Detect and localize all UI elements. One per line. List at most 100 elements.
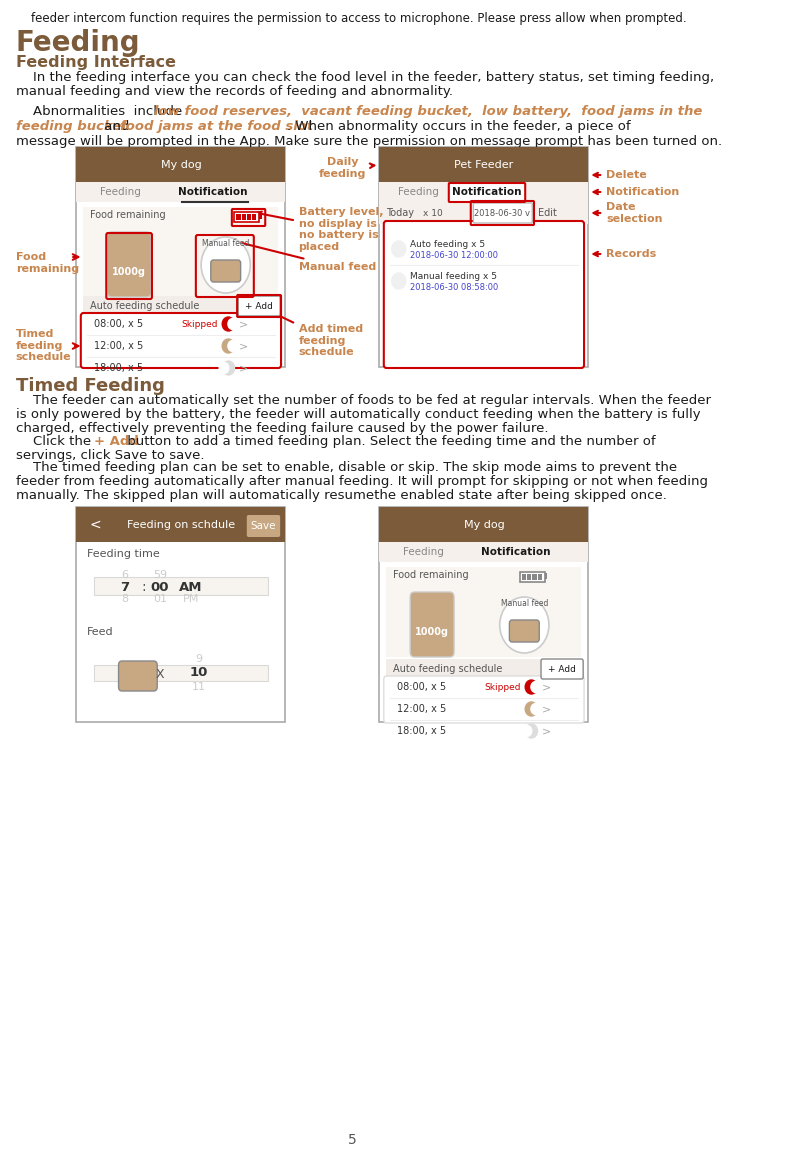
Circle shape [525, 703, 537, 717]
Circle shape [521, 726, 531, 736]
Bar [379, 541, 588, 562]
Text: 5: 5 [347, 1133, 356, 1147]
Text: Save: Save [250, 520, 276, 531]
Bar [259, 214, 261, 219]
Bar [386, 567, 581, 657]
Text: . When abnormality occurs in the feeder, a piece of: . When abnormality occurs in the feeder,… [287, 120, 630, 133]
Text: Auto feeding schedule: Auto feeding schedule [392, 664, 501, 675]
Text: Feeding: Feeding [403, 547, 444, 557]
FancyBboxPatch shape [107, 232, 151, 296]
Text: >: > [238, 363, 248, 373]
Circle shape [391, 273, 405, 289]
Circle shape [228, 341, 237, 351]
Circle shape [222, 338, 234, 352]
Circle shape [530, 704, 540, 714]
Text: Food remaining: Food remaining [90, 210, 165, 221]
Bar [76, 182, 285, 202]
Text: food jams at the food slot: food jams at the food slot [120, 120, 314, 133]
Bar [379, 147, 588, 366]
Text: 08:00, x 5: 08:00, x 5 [94, 319, 143, 329]
Text: Food remaining: Food remaining [392, 569, 468, 580]
Text: + Add: + Add [94, 435, 139, 448]
FancyBboxPatch shape [246, 515, 280, 537]
Text: 1000g: 1000g [112, 267, 146, 277]
Text: 10: 10 [189, 665, 208, 678]
Text: Abnormalities  include: Abnormalities include [16, 105, 190, 118]
FancyBboxPatch shape [383, 221, 583, 368]
Bar [83, 207, 278, 296]
Text: message will be prompted in the App. Make sure the permission on message prompt : message will be prompted in the App. Mak… [16, 135, 721, 148]
Text: Feeding Interface: Feeding Interface [16, 55, 176, 70]
Text: The feeder can automatically set the number of foods to be fed at regular interv: The feeder can automatically set the num… [16, 394, 710, 407]
Text: button to add a timed feeding plan. Select the feeding time and the number of: button to add a timed feeding plan. Sele… [123, 435, 654, 448]
Text: 9: 9 [195, 654, 202, 664]
Text: Feeding: Feeding [16, 29, 140, 57]
Bar [526, 574, 531, 580]
Text: 1000g: 1000g [415, 627, 448, 637]
Text: Pet Feeder: Pet Feeder [454, 160, 513, 170]
Text: Date
selection: Date selection [593, 202, 662, 224]
Text: Timed Feeding: Timed Feeding [16, 377, 164, 394]
Bar [94, 665, 268, 682]
Bar [537, 574, 541, 580]
Text: 8: 8 [121, 594, 128, 605]
Text: 2018-06-30 v: 2018-06-30 v [474, 209, 529, 217]
Text: Auto feeding x 5: Auto feeding x 5 [410, 239, 484, 249]
Text: Edit: Edit [537, 208, 556, 218]
Text: low food reserves,  vacant feeding bucket,  low battery,  food jams in the: low food reserves, vacant feeding bucket… [153, 105, 701, 118]
FancyBboxPatch shape [541, 659, 582, 679]
Text: 2018-06-30 08:58:00: 2018-06-30 08:58:00 [410, 282, 498, 292]
Bar [241, 214, 245, 221]
Text: PM: PM [182, 594, 199, 605]
Text: Auto feeding schedule: Auto feeding schedule [90, 301, 199, 310]
Text: Manual feed: Manual feed [230, 239, 375, 272]
Bar [519, 572, 544, 582]
Text: feeder from feeding automatically after manual feeding. It will prompt for skipp: feeder from feeding automatically after … [16, 475, 707, 488]
Text: Manual feed: Manual feed [500, 599, 547, 608]
Text: is only powered by the battery, the feeder will automatically conduct feeding wh: is only powered by the battery, the feed… [16, 408, 699, 421]
Text: 18:00, x 5: 18:00, x 5 [396, 726, 446, 736]
Text: X: X [156, 669, 164, 682]
Text: >: > [238, 319, 248, 329]
Text: manual feeding and view the records of feeding and abnormality.: manual feeding and view the records of f… [16, 85, 452, 98]
Text: Notification: Notification [480, 547, 549, 557]
Text: Today: Today [386, 208, 414, 218]
Text: >: > [541, 704, 550, 714]
Text: 08:00, x 5: 08:00, x 5 [396, 682, 446, 692]
Text: 18:00, x 5: 18:00, x 5 [94, 363, 143, 373]
Bar [252, 214, 256, 221]
Text: 01: 01 [152, 594, 167, 605]
FancyBboxPatch shape [473, 203, 532, 223]
Circle shape [525, 724, 537, 738]
Bar [379, 506, 588, 722]
Bar [246, 214, 251, 221]
Bar [94, 576, 268, 595]
Bar [379, 506, 588, 541]
Text: 6: 6 [121, 569, 128, 580]
Bar [379, 147, 588, 182]
Circle shape [530, 682, 540, 692]
Text: :: : [141, 580, 146, 594]
Text: Skipped: Skipped [484, 683, 520, 692]
Text: Click the: Click the [16, 435, 95, 448]
Text: Feeding: Feeding [99, 187, 140, 197]
Text: Feeding on schdule: Feeding on schdule [127, 520, 235, 530]
Circle shape [391, 242, 405, 257]
Text: feeder intercom function requires the permission to access to microphone. Please: feeder intercom function requires the pe… [30, 12, 686, 25]
Text: manually. The skipped plan will automatically resumethe enabled state after bein: manually. The skipped plan will automati… [16, 489, 666, 502]
FancyBboxPatch shape [383, 676, 583, 724]
Text: Daily
feeding: Daily feeding [318, 158, 374, 179]
Bar [76, 147, 285, 366]
Text: + Add: + Add [548, 664, 575, 673]
Bar [532, 574, 536, 580]
Text: 12:00, x 5: 12:00, x 5 [396, 704, 446, 714]
Text: <: < [90, 518, 101, 532]
Text: x 10: x 10 [423, 209, 443, 217]
FancyBboxPatch shape [448, 183, 525, 202]
Circle shape [228, 319, 237, 329]
Text: 11: 11 [191, 682, 205, 692]
Bar [76, 506, 285, 722]
FancyBboxPatch shape [237, 296, 280, 316]
Bar [234, 212, 259, 222]
Bar [379, 202, 588, 224]
